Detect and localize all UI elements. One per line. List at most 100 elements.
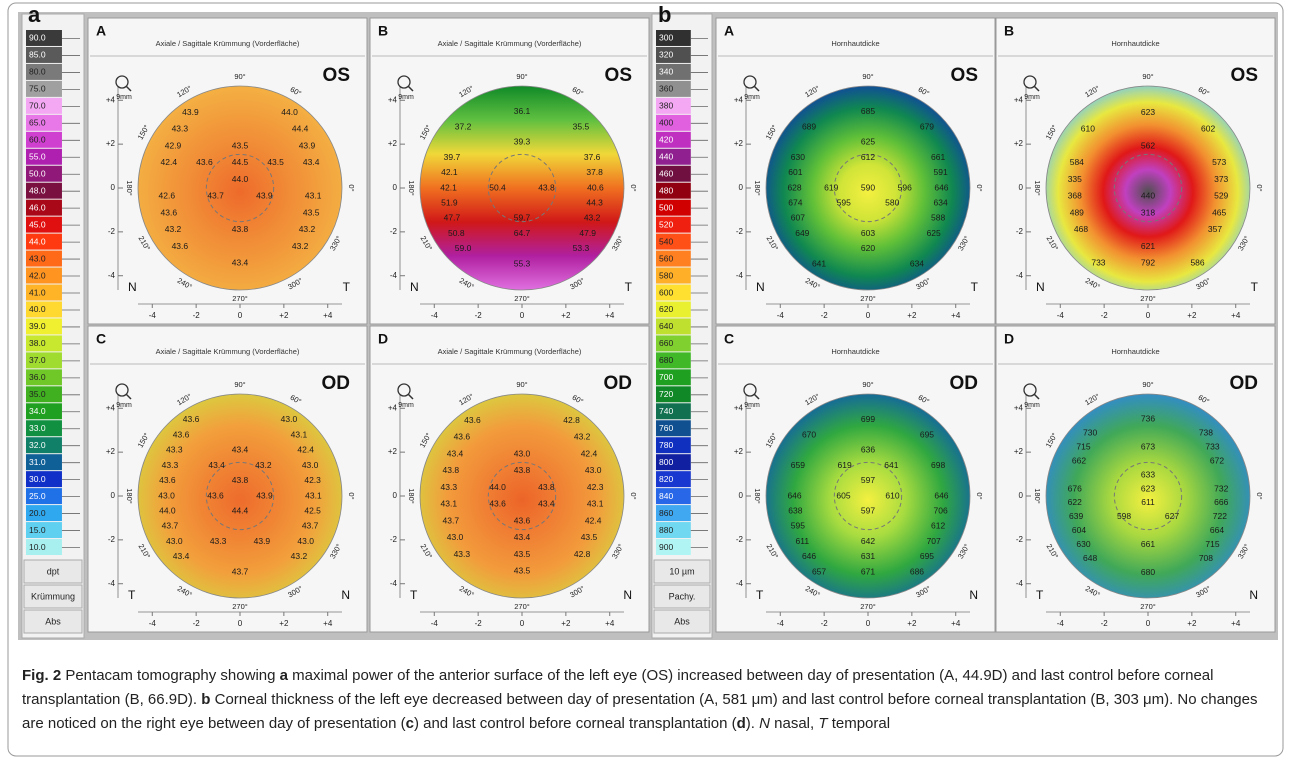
map-value: 699: [861, 414, 875, 424]
map-value: 39.3: [514, 137, 531, 147]
map-value: 43.8: [514, 465, 531, 475]
panel-header: Hornhautdicke: [1111, 39, 1159, 48]
x-tick-label: -4: [1057, 619, 1065, 628]
map-value: 634: [934, 197, 948, 207]
map-value: 43.2: [584, 213, 601, 223]
map-value: 670: [802, 429, 816, 439]
scale-footer-label: 10 µm: [669, 566, 694, 576]
map-value: 43.6: [161, 207, 178, 217]
y-tick-label: +4: [734, 403, 744, 412]
y-tick-label: 0: [111, 183, 116, 192]
angle-label: 270°: [232, 602, 248, 611]
x-tick-label: -2: [821, 619, 829, 628]
x-tick-label: +4: [605, 619, 615, 628]
eye-label: OS: [605, 65, 632, 86]
angle-label: 0°: [975, 492, 984, 499]
map-value: 43.1: [441, 499, 458, 509]
x-tick-label: +2: [561, 619, 571, 628]
map-value: 50.4: [489, 182, 506, 192]
scale-label: 720: [659, 389, 673, 399]
map-value: 44.0: [489, 482, 506, 492]
y-tick-label: -2: [1016, 535, 1024, 544]
scale-label: 30.0: [29, 474, 46, 484]
side-label-right: N: [969, 588, 978, 602]
x-tick-label: -2: [193, 619, 201, 628]
scale-label: 65.0: [29, 118, 46, 128]
scale-footer-label: Abs: [45, 616, 61, 626]
scale-label: 820: [659, 474, 673, 484]
zoom-label: 9mm: [116, 402, 132, 409]
map-value: 625: [861, 137, 875, 147]
map-value: 42.4: [297, 445, 314, 455]
map-value: 625: [927, 228, 941, 238]
angle-label: 270°: [514, 294, 530, 303]
scale-label: 31.0: [29, 457, 46, 467]
map-value: 672: [1210, 455, 1224, 465]
zoom-label: 9mm: [744, 402, 760, 409]
map-value: 44.0: [232, 174, 249, 184]
scale-label: 38.0: [29, 338, 46, 348]
map-value: 646: [934, 182, 948, 192]
x-tick-label: +2: [561, 311, 571, 320]
map-value: 43.4: [538, 499, 555, 509]
side-label-left: T: [1036, 588, 1044, 602]
map-value: 601: [788, 167, 802, 177]
x-tick-label: -4: [431, 311, 439, 320]
x-tick-label: +4: [951, 619, 961, 628]
map-value: 43.6: [183, 414, 200, 424]
map-value: 648: [1083, 553, 1097, 563]
y-tick-label: +2: [734, 447, 744, 456]
y-tick-label: +2: [388, 139, 398, 148]
y-tick-label: +4: [388, 95, 398, 104]
map-value: 642: [861, 536, 875, 546]
scale-label: 36.0: [29, 372, 46, 382]
map-value: 43.3: [454, 549, 471, 559]
map-value: 42.4: [581, 448, 598, 458]
map-value: 628: [787, 182, 801, 192]
map-value: 695: [920, 551, 934, 561]
map-value: 659: [791, 460, 805, 470]
map-value: 573: [1212, 157, 1226, 167]
map-value: 42.6: [159, 191, 176, 201]
map-value: 646: [787, 490, 801, 500]
map-value: 698: [931, 460, 945, 470]
map-value: 43.0: [585, 465, 602, 475]
map-value: 610: [885, 490, 899, 500]
map-value: 37.6: [584, 152, 601, 162]
side-label-right: T: [1251, 280, 1259, 294]
map-value: 53.3: [573, 243, 590, 253]
map-value: 646: [934, 490, 948, 500]
x-tick-label: +4: [1231, 619, 1241, 628]
x-tick-label: +2: [1187, 619, 1197, 628]
map-value: 676: [1068, 483, 1082, 493]
caption-run: nasal,: [770, 715, 818, 732]
map-value: 43.7: [443, 515, 460, 525]
map-value: 318: [1141, 207, 1155, 217]
map-value: 733: [1205, 441, 1219, 451]
map-value: 707: [927, 536, 941, 546]
map-value: 627: [1165, 511, 1179, 521]
scale-label: 640: [659, 321, 673, 331]
eye-label: OD: [322, 373, 351, 394]
map-value: 680: [1141, 567, 1155, 577]
x-tick-label: 0: [866, 311, 871, 320]
map-value: 715: [1076, 441, 1090, 451]
x-tick-label: -4: [149, 619, 157, 628]
map-value: 685: [861, 106, 875, 116]
map-value: 584: [1070, 157, 1084, 167]
map-value: 661: [931, 152, 945, 162]
map-value: 42.8: [574, 549, 591, 559]
y-tick-label: 0: [1019, 183, 1024, 192]
map-value: 43.7: [207, 191, 224, 201]
map-value: 42.1: [440, 182, 457, 192]
map-value: 42.3: [587, 482, 604, 492]
map-value: 591: [934, 167, 948, 177]
map-value: 562: [1141, 140, 1155, 150]
y-tick-label: -2: [390, 535, 398, 544]
map-value: 40.6: [587, 182, 604, 192]
map-value: 607: [791, 213, 805, 223]
side-label-left: N: [1036, 280, 1045, 294]
map-value: 43.7: [302, 521, 319, 531]
eye-label: OS: [951, 65, 978, 86]
map-value: 43.6: [514, 515, 531, 525]
